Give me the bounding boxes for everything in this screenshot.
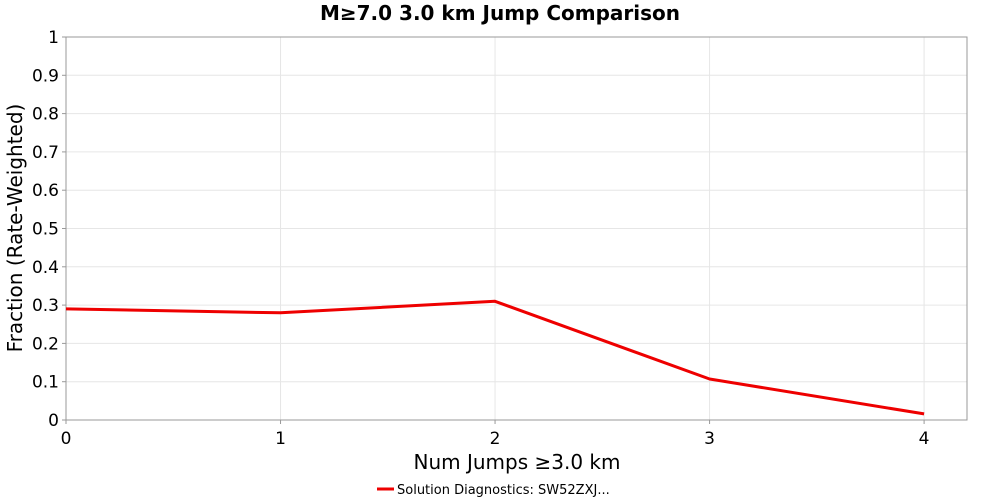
series-line bbox=[65, 299, 925, 416]
y-tick-label: 0.8 bbox=[32, 105, 59, 125]
x-tick-label: 2 bbox=[490, 429, 501, 449]
y-tick-label: 0.5 bbox=[32, 220, 59, 240]
x-tick-label: 4 bbox=[919, 429, 930, 449]
x-tick-label: 0 bbox=[61, 429, 72, 449]
y-tick-label: 0 bbox=[48, 411, 59, 431]
y-tick-label: 0.3 bbox=[32, 296, 59, 316]
chart-title: M≥7.0 3.0 km Jump Comparison bbox=[320, 1, 680, 25]
legend: Solution Diagnostics: SW52ZXJ... bbox=[377, 483, 610, 498]
legend-label: Solution Diagnostics: SW52ZXJ... bbox=[397, 483, 610, 498]
y-tick-label: 1 bbox=[48, 28, 59, 48]
y-tick-label: 0.1 bbox=[32, 373, 59, 393]
y-tick-label: 0.6 bbox=[32, 181, 59, 201]
y-tick-label: 0.2 bbox=[32, 334, 59, 354]
x-tick-label: 1 bbox=[275, 429, 286, 449]
grid-lines bbox=[65, 36, 967, 421]
x-tick-label: 3 bbox=[704, 429, 715, 449]
y-axis-label: Fraction (Rate-Weighted) bbox=[3, 104, 27, 353]
x-axis-label: Num Jumps ≥3.0 km bbox=[414, 450, 621, 474]
y-tick-label: 0.4 bbox=[32, 258, 59, 278]
y-tick-label: 0.7 bbox=[32, 143, 59, 163]
y-tick-label: 0.9 bbox=[32, 66, 59, 86]
series-lines bbox=[65, 299, 925, 416]
axes: 0 0.1 0.2 0.3 0.4 0.5 0.6 0.7 0.8 0.9 1 0 1 2 3 4 bbox=[32, 28, 930, 449]
